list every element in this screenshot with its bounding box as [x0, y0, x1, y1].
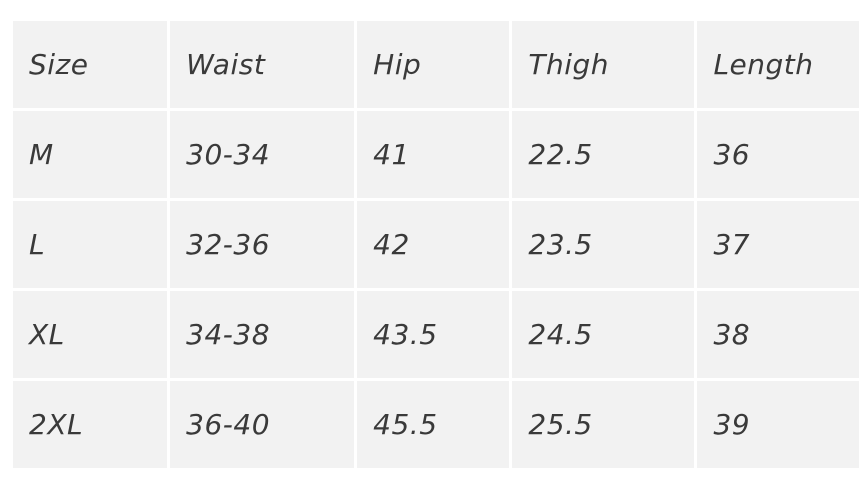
table-cell: 2XL: [13, 381, 168, 468]
header-cell: Waist: [170, 21, 355, 108]
table-row: XL 34-38 43.5 24.5 38: [13, 291, 859, 378]
table-cell: 23.5: [512, 201, 695, 288]
table-cell: 36: [697, 111, 859, 198]
table-row: 2XL 36-40 45.5 25.5 39: [13, 381, 859, 468]
header-cell: Size: [13, 21, 168, 108]
table-cell: 38: [697, 291, 859, 378]
header-row: Size Waist Hip Thigh Length: [13, 21, 859, 108]
table-cell: M: [13, 111, 168, 198]
table-cell: 22.5: [512, 111, 695, 198]
header-cell: Length: [697, 21, 859, 108]
table-cell: 41: [357, 111, 510, 198]
table-cell: 32-36: [170, 201, 355, 288]
size-chart-table: Size Waist Hip Thigh Length M 30-34 41 2…: [10, 18, 862, 471]
table-cell: 36-40: [170, 381, 355, 468]
header-cell: Hip: [357, 21, 510, 108]
table-row: L 32-36 42 23.5 37: [13, 201, 859, 288]
table-row: M 30-34 41 22.5 36: [13, 111, 859, 198]
table-cell: 37: [697, 201, 859, 288]
table-cell: 43.5: [357, 291, 510, 378]
table-cell: 42: [357, 201, 510, 288]
table-cell: 24.5: [512, 291, 695, 378]
header-cell: Thigh: [512, 21, 695, 108]
table-cell: L: [13, 201, 168, 288]
table-cell: 34-38: [170, 291, 355, 378]
table-cell: XL: [13, 291, 168, 378]
table-cell: 39: [697, 381, 859, 468]
table-cell: 45.5: [357, 381, 510, 468]
table-cell: 30-34: [170, 111, 355, 198]
table-cell: 25.5: [512, 381, 695, 468]
